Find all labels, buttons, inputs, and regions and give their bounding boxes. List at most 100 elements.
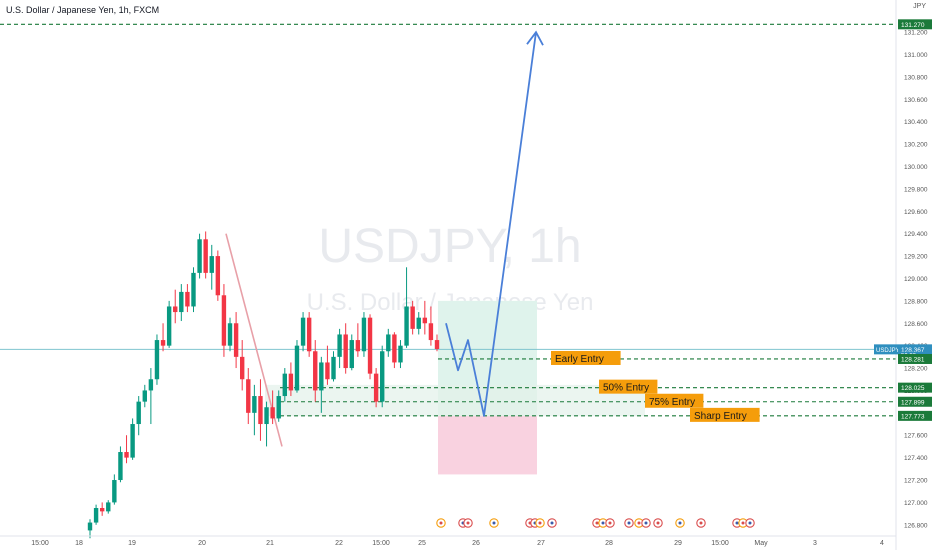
x-tick-label: 28 — [605, 540, 613, 547]
price-tag: 128.025 — [901, 385, 925, 392]
candle-body — [434, 340, 440, 350]
candle-body — [313, 351, 318, 391]
candle-body — [93, 508, 99, 523]
y-tick-label: 129.000 — [904, 276, 928, 283]
candle-body — [99, 508, 105, 512]
candle-body — [306, 317, 312, 352]
event-marker-dot — [735, 521, 739, 525]
y-tick-label: 128.800 — [904, 298, 928, 305]
y-tick-label: 130.000 — [904, 164, 928, 171]
y-tick-label: 129.600 — [904, 209, 928, 216]
y-tick-label: 130.800 — [904, 74, 928, 81]
x-tick-label: 26 — [472, 540, 480, 547]
candle-body — [209, 256, 214, 273]
current-price-tag: 128.367 — [901, 347, 925, 354]
event-marker-dot — [644, 521, 648, 525]
currency-label: JPY — [913, 3, 926, 10]
candle-body — [288, 373, 294, 391]
candle-body — [337, 334, 342, 357]
entry-label: 50% Entry — [603, 383, 649, 394]
candle-body — [179, 291, 184, 313]
x-tick-label: 4 — [880, 540, 884, 547]
symbol-tag-bg — [874, 344, 898, 355]
candle-body — [246, 379, 251, 413]
event-marker-dot — [608, 521, 612, 525]
x-tick-label: 19 — [128, 540, 136, 547]
entry-label-bg — [645, 393, 704, 408]
x-tick-label: 15:00 — [711, 540, 729, 547]
x-tick-label: 3 — [813, 540, 817, 547]
candle-body — [355, 340, 361, 352]
candle-body — [258, 396, 263, 425]
entry-label: 75% Entry — [649, 397, 695, 408]
candle-body — [276, 396, 281, 419]
price-tag-bg — [898, 353, 932, 364]
projection-arrowhead — [526, 30, 544, 46]
candle-body — [300, 317, 306, 346]
instrument-title: U.S. Dollar / Japanese Yen, 1h, FXCM — [6, 5, 160, 15]
y-tick-label: 129.200 — [904, 254, 928, 261]
x-tick-label: 29 — [674, 540, 682, 547]
candle-body — [233, 323, 239, 357]
candle-body — [112, 480, 117, 503]
candle-body — [331, 356, 336, 380]
candle-body — [392, 334, 397, 363]
candle-body — [361, 317, 367, 352]
candle-body — [380, 351, 385, 402]
candle-body — [203, 239, 208, 273]
candle-body — [166, 306, 172, 346]
candle-body — [252, 396, 257, 413]
x-tick-label: 15:00 — [31, 540, 49, 547]
price-tag-bg — [898, 396, 932, 407]
event-marker-dot — [678, 521, 682, 525]
x-tick-label: 22 — [335, 540, 343, 547]
event-marker-dot — [550, 521, 554, 525]
price-tag: 127.773 — [901, 413, 925, 420]
candle-body — [160, 340, 166, 346]
entry-label-bg — [551, 350, 621, 365]
price-scale-bg — [896, 0, 932, 550]
entry-label: Early Entry — [555, 354, 604, 365]
event-marker-dot — [748, 521, 752, 525]
x-tick-label: 21 — [266, 540, 274, 547]
candle-body — [215, 256, 221, 296]
price-tag: 128.281 — [901, 356, 925, 363]
candle-body — [227, 323, 233, 346]
event-marker-dot — [601, 521, 605, 525]
candle-body — [118, 452, 123, 481]
x-tick-label: 25 — [418, 540, 426, 547]
candle-body — [428, 323, 434, 341]
candle-body — [319, 362, 324, 391]
candle-body — [239, 356, 245, 380]
projection-arrow — [445, 32, 537, 417]
candle-body — [349, 340, 354, 369]
candle-body — [294, 345, 300, 391]
y-tick-label: 127.600 — [904, 433, 928, 440]
event-marker-dot — [741, 521, 745, 525]
x-tick-label: May — [754, 540, 768, 547]
candle-body — [343, 334, 348, 369]
price-tag: 127.899 — [901, 399, 925, 406]
candle-body — [197, 239, 202, 273]
event-marker-dot — [492, 521, 496, 525]
candle-body — [422, 317, 428, 324]
candle-body — [373, 373, 379, 402]
y-tick-label: 130.600 — [904, 97, 928, 104]
candle-body — [398, 345, 403, 363]
candle-body — [386, 334, 391, 352]
event-marker-dot — [439, 521, 443, 525]
candle-body — [191, 272, 196, 307]
candle-body — [410, 306, 415, 329]
y-tick-label: 127.200 — [904, 478, 928, 485]
y-tick-label: 130.200 — [904, 142, 928, 149]
candle-body — [148, 379, 154, 391]
candle-body — [416, 317, 421, 329]
event-marker-dot — [656, 521, 660, 525]
candle-body — [130, 424, 135, 458]
symbol-tag: USDJPY — [876, 348, 900, 354]
y-tick-label: 129.800 — [904, 186, 928, 193]
candle-body — [136, 401, 141, 425]
y-tick-label: 131.000 — [904, 52, 928, 59]
